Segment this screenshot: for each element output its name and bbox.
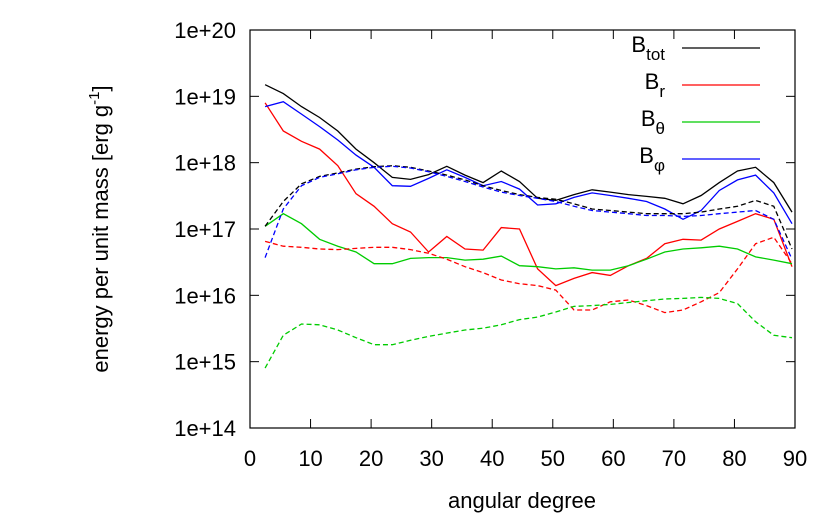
plot-frame	[249, 29, 796, 429]
legend-label-main: B	[641, 106, 656, 131]
y-axis-label: energy per unit mass [erg g-1]	[86, 85, 113, 372]
line	[264, 212, 793, 271]
y-tick-label: 1e+15	[174, 350, 236, 375]
y-tick-label: 1e+18	[174, 151, 236, 176]
y-tick-label: 1e+16	[174, 283, 236, 308]
x-tick-label: 60	[601, 446, 625, 471]
y-tick-label: 1e+17	[174, 217, 236, 242]
dashed-line	[264, 236, 793, 314]
y-axis-label-sup: -1	[86, 91, 103, 104]
y-tick-label: 1e+14	[174, 416, 236, 441]
legend-label: Btot	[631, 32, 665, 64]
line	[264, 102, 793, 287]
y-tick-label: 1e+19	[174, 84, 236, 109]
legend-label-main: B	[639, 143, 654, 168]
y-axis-label-end: ]	[88, 85, 113, 91]
x-tick-label: 80	[722, 446, 746, 471]
legend-label-sub: θ	[656, 119, 665, 138]
x-tick-label: 30	[419, 446, 443, 471]
legend-label: Bφ	[639, 143, 665, 175]
y-axis-label-main: energy per unit mass [erg g	[88, 105, 113, 373]
x-axis-label: angular degree	[448, 488, 596, 513]
x-tick-label: 10	[298, 446, 322, 471]
x-tick-label: 50	[541, 446, 565, 471]
legend-label: Bθ	[641, 106, 665, 138]
legend-label-sub: tot	[646, 45, 665, 64]
legend-label: Br	[645, 69, 666, 101]
dashed-line	[264, 165, 793, 260]
legend-label-sub: φ	[654, 156, 665, 175]
dashed-line	[264, 296, 793, 369]
x-tick-label: 0	[244, 446, 256, 471]
legend-label-main: B	[631, 32, 646, 57]
y-tick-label: 1e+20	[174, 18, 236, 43]
dashed-line	[264, 165, 793, 250]
line	[264, 84, 793, 213]
legend-label-main: B	[645, 69, 660, 94]
legend-label-sub: r	[659, 82, 665, 101]
x-tick-label: 70	[662, 446, 686, 471]
x-tick-label: 90	[783, 446, 807, 471]
x-tick-label: 40	[480, 446, 504, 471]
line	[264, 100, 793, 225]
x-tick-label: 20	[359, 446, 383, 471]
